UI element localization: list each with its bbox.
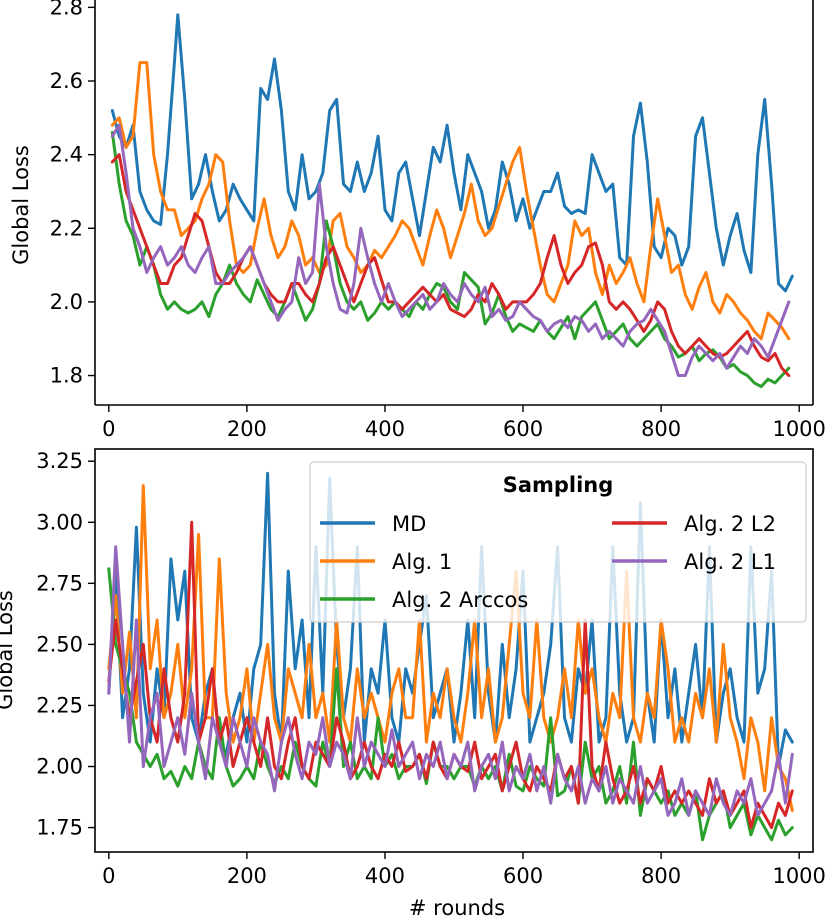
legend-label: Alg. 1: [392, 550, 452, 574]
bottom-y-tick-label: 2.50: [36, 632, 83, 656]
legend-label: Alg. 2 L1: [684, 550, 776, 574]
top-series-line-alg-2-l2: [110, 153, 791, 377]
legend-label: MD: [392, 512, 426, 536]
top-y-axis-label: Global Loss: [9, 145, 33, 265]
bottom-series-line-alg-2-arccos: [107, 567, 794, 842]
top-x-tick-label: 1000: [772, 417, 825, 441]
legend: Sampling MD Alg. 1 Alg. 2 Arccos Alg. 2 L2 A…: [309, 461, 807, 623]
top-series-line-md: [110, 13, 794, 293]
bottom-x-tick-label: 200: [227, 864, 267, 888]
top-y-tick-label: 2.8: [50, 0, 83, 19]
top-series-line-alg-1: [110, 61, 791, 341]
top-series-group: [110, 13, 794, 389]
bottom-x-tick-label: 800: [641, 864, 681, 888]
bottom-y-ticks: 1.75 2.00 2.25 2.50 2.75 3.00 3.25: [36, 449, 95, 840]
bottom-y-tick-label: 2.00: [36, 755, 83, 779]
top-x-tick-label: 0: [102, 417, 115, 441]
top-y-tick-label: 2.4: [50, 143, 83, 167]
bottom-y-tick-label: 1.75: [36, 816, 83, 840]
bottom-x-tick-label: 600: [503, 864, 543, 888]
top-x-tick-label: 200: [227, 417, 267, 441]
bottom-x-tick-label: 0: [102, 864, 115, 888]
bottom-series-line-alg-1: [107, 484, 794, 812]
top-x-tick-label: 800: [641, 417, 681, 441]
bottom-y-tick-label: 3.25: [36, 449, 83, 473]
top-y-tick-label: 1.8: [50, 364, 83, 388]
top-x-ticks: 0 200 400 600 800 1000: [102, 405, 826, 441]
bottom-x-tick-label: 1000: [772, 864, 825, 888]
legend-label: Alg. 2 L2: [684, 512, 776, 536]
bottom-axes-frame: [94, 448, 814, 853]
top-x-tick-label: 600: [503, 417, 543, 441]
bottom-y-tick-label: 2.75: [36, 571, 83, 595]
top-series-line-alg-2-l1: [110, 123, 791, 377]
bottom-y-axis-label: Global Loss: [0, 590, 17, 710]
bottom-series-group: [107, 471, 794, 842]
legend-label: Alg. 2 Arccos: [392, 588, 528, 612]
top-y-tick-label: 2.6: [50, 69, 83, 93]
legend-box: [309, 461, 807, 623]
bottom-chart: 0 200 400 600 800 1000 1.75 2.00 2.25 2.50 2.75 3.…: [0, 448, 826, 920]
bottom-x-ticks: 0 200 400 600 800 1000: [102, 852, 826, 888]
bottom-y-tick-label: 3.00: [36, 510, 83, 534]
bottom-x-axis-label: # rounds: [409, 896, 505, 920]
top-chart: 0 200 400 600 800 1000 1.8 2.0 2.2 2.4 2.6 2.8 Glo…: [9, 0, 826, 441]
top-y-tick-label: 2.2: [50, 216, 83, 240]
top-x-tick-label: 400: [365, 417, 405, 441]
bottom-x-tick-label: 400: [365, 864, 405, 888]
legend-entries: MD Alg. 1 Alg. 2 Arccos Alg. 2 L2 Alg. 2 L1: [320, 512, 776, 612]
legend-title: Sampling: [503, 473, 614, 497]
bottom-y-tick-label: 2.25: [36, 693, 83, 717]
top-y-tick-label: 2.0: [50, 290, 83, 314]
top-y-ticks: 1.8 2.0 2.2 2.4 2.6 2.8: [50, 0, 95, 388]
bottom-series-line-alg-2-l1: [107, 545, 794, 817]
